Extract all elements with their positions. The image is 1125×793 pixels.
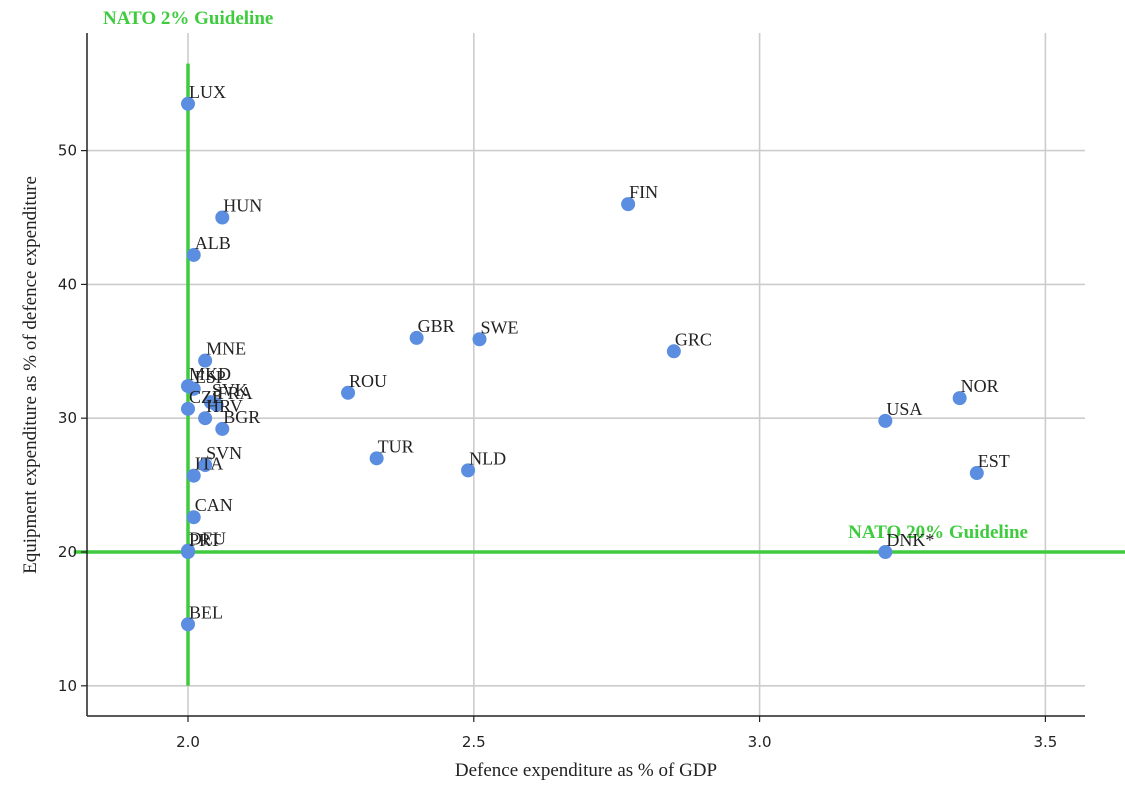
gridlines — [87, 33, 1085, 716]
point-label: BGR — [223, 407, 260, 427]
point-label: DNK* — [886, 530, 934, 550]
data-point — [215, 210, 230, 225]
data-point — [969, 466, 984, 481]
data-point — [666, 344, 681, 359]
data-point — [198, 353, 213, 368]
point-label: FIN — [629, 182, 658, 202]
point-label: PRT — [189, 530, 221, 550]
point-label: EST — [978, 451, 1010, 471]
data-point — [952, 391, 967, 406]
data-point — [186, 468, 201, 483]
data-point — [198, 458, 213, 473]
data-point — [461, 463, 476, 478]
data-point — [181, 545, 195, 559]
data-point — [369, 451, 384, 466]
point-label: MKD — [189, 364, 231, 384]
point-label: USA — [886, 399, 922, 419]
point-label: HUN — [223, 196, 262, 216]
point-labels: LUXPOLHUNFINLTUALBGBRSWEGRCLVAMNEMKDESPR… — [189, 82, 1010, 622]
point-label: ITA — [195, 454, 224, 474]
x-tick-label: 3.5 — [1033, 733, 1057, 751]
x-tick-label: 2.5 — [462, 733, 486, 751]
point-label: SWE — [481, 317, 519, 337]
data-point — [186, 247, 201, 262]
data-point — [215, 421, 230, 436]
y-tick-label: 50 — [58, 142, 77, 160]
point-label: GRC — [675, 329, 712, 349]
y-axis-label: Equipment expenditure as % of defence ex… — [20, 176, 41, 574]
data-point — [409, 330, 424, 345]
data-point — [186, 510, 201, 525]
nato-2pct-guideline-label: NATO 2% Guideline — [103, 8, 273, 29]
point-label: BEL — [189, 602, 223, 622]
point-label: CZE — [189, 387, 223, 407]
y-tick-label: 30 — [58, 409, 77, 427]
data-point — [181, 617, 195, 632]
point-label: SVK — [212, 380, 248, 400]
point-label: TUR — [378, 436, 414, 456]
point-label: ALB — [195, 233, 231, 253]
data-points — [181, 96, 984, 632]
point-label: SVN — [206, 443, 242, 463]
y-tick-label: 10 — [58, 677, 77, 695]
point-label: ESP — [195, 367, 226, 387]
point-label: FRA — [218, 383, 253, 403]
axes — [81, 33, 1085, 722]
data-point — [621, 197, 636, 212]
x-tick-label: 2.0 — [176, 733, 200, 751]
data-point — [198, 411, 213, 426]
data-point — [181, 401, 195, 416]
point-label: NOR — [961, 376, 999, 396]
data-point — [186, 381, 201, 396]
point-label: MNE — [206, 339, 246, 359]
data-point — [878, 545, 893, 559]
data-point — [181, 96, 195, 111]
data-point — [878, 413, 893, 428]
point-label: GBR — [418, 316, 455, 336]
data-point — [472, 332, 487, 347]
x-tick-label: 3.0 — [748, 733, 772, 751]
y-tick-label: 20 — [58, 543, 77, 561]
y-tick-label: 40 — [58, 275, 77, 293]
data-point — [341, 385, 356, 400]
point-label: CAN — [195, 495, 233, 515]
data-point — [209, 397, 224, 412]
point-label: ROU — [349, 371, 387, 391]
nato-20pct-guideline-label: NATO 20% Guideline — [848, 522, 1028, 543]
nato-guidelines: NATO 2% Guideline NATO 20% Guideline — [73, 8, 1125, 686]
point-label: DEU — [189, 529, 226, 549]
point-label: LUX — [189, 82, 226, 102]
x-axis-label: Defence expenditure as % of GDP — [455, 760, 717, 781]
point-label: HRV — [206, 396, 243, 416]
point-label: NLD — [469, 448, 506, 468]
tick-labels: 2.02.53.03.54.04.55.01020304050 — [58, 142, 1057, 751]
